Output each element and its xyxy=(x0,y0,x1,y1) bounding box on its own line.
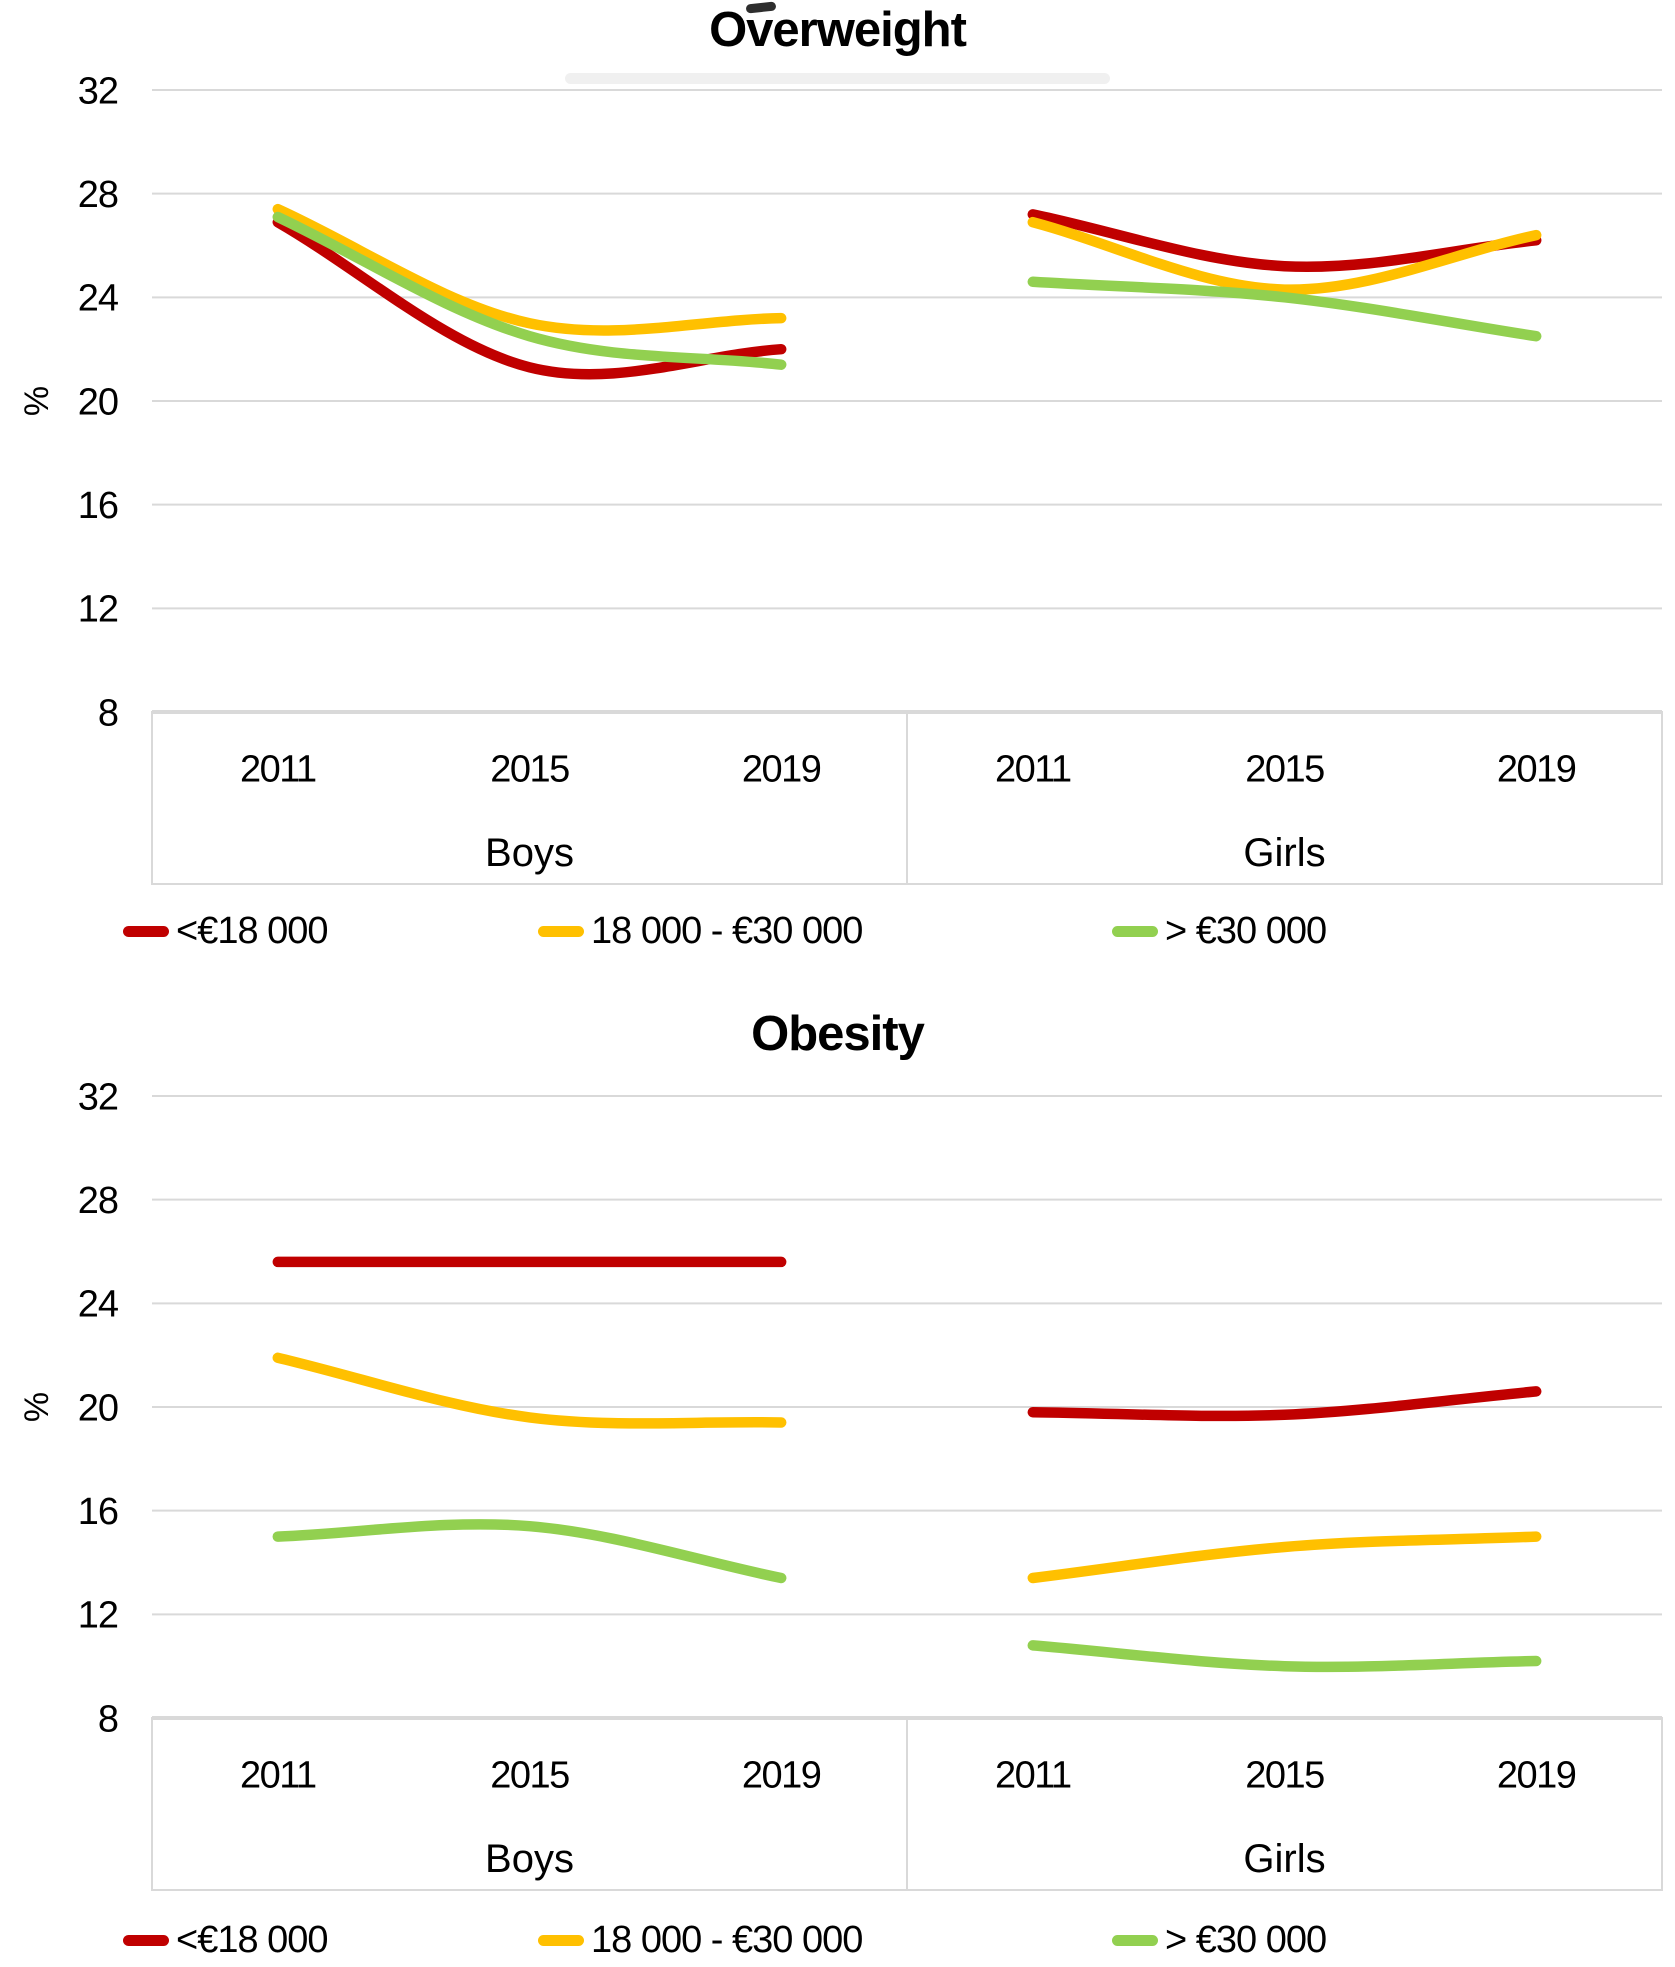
x-tick-label: 2015 xyxy=(490,1754,569,1796)
x-tick-label: 2015 xyxy=(490,748,569,790)
x-tick-label: 2019 xyxy=(1497,748,1576,790)
y-tick-label: 20 xyxy=(78,1387,118,1429)
panel-label-boys: Boys xyxy=(485,831,574,875)
series-line-obesity-boys-18-000-30-000 xyxy=(272,1352,787,1429)
series-line-obesity-boys-30-000 xyxy=(272,1519,787,1584)
y-tick-label: 24 xyxy=(78,1284,119,1326)
series-line-obesity-girls-18-000 xyxy=(1027,1386,1542,1422)
series-line-overweight-girls-18-000-30-000 xyxy=(1027,216,1542,295)
panel-label-girls: Girls xyxy=(1243,1837,1325,1881)
y-tick-label: 32 xyxy=(78,70,118,112)
x-tick-label: 2011 xyxy=(240,748,316,790)
legend-label: 18 000 - €30 000 xyxy=(591,910,863,952)
legend-swatch-yellow xyxy=(538,1935,584,1946)
x-tick-label: 2019 xyxy=(742,1754,821,1796)
chart-overweight: 32 28 24 20 16 12 8% 2011 2015 2019 Boys 2011 2015 20… xyxy=(18,70,1663,885)
x-tick-label: 2015 xyxy=(1245,748,1324,790)
legend-item-gt-30000: > €30 000 xyxy=(1112,910,1327,953)
x-tick-label: 2011 xyxy=(995,748,1071,790)
y-tick-label: 12 xyxy=(78,589,118,631)
x-tick-label: 2019 xyxy=(1497,1754,1576,1796)
series-line-obesity-girls-18-000-30-000 xyxy=(1027,1531,1542,1584)
legend-label: <€18 000 xyxy=(176,910,329,952)
y-axis-label: % xyxy=(18,1392,56,1422)
y-tick-label: 16 xyxy=(78,485,118,527)
legend-obesity: <€18 000 18 000 - €30 000 > €30 000 xyxy=(0,1919,1675,1965)
series-line-obesity-girls-30-000 xyxy=(1027,1640,1542,1673)
y-tick-label: 28 xyxy=(78,1180,118,1222)
y-tick-label: 32 xyxy=(78,1076,118,1118)
chart-title-obesity: Obesity xyxy=(751,1007,925,1061)
legend-swatch-red xyxy=(123,926,169,937)
series-line-overweight-girls-30-000 xyxy=(1027,276,1542,342)
legend-item-18000-30000: 18 000 - €30 000 xyxy=(538,1919,863,1962)
legend-overweight: <€18 000 18 000 - €30 000 > €30 000 xyxy=(0,910,1675,956)
panel-label-girls: Girls xyxy=(1243,831,1325,875)
legend-item-gt-30000: > €30 000 xyxy=(1112,1919,1327,1962)
y-tick-label: 20 xyxy=(78,381,118,423)
ghost-text-artifact xyxy=(565,73,1110,84)
legend-label: <€18 000 xyxy=(176,1919,329,1961)
x-tick-label: 2015 xyxy=(1245,1754,1324,1796)
panel-label-boys: Boys xyxy=(485,1837,574,1881)
y-tick-label: 8 xyxy=(98,1698,118,1740)
chart-obesity: 32 28 24 20 16 12 8% 2011 2015 2019 Boys 2011 2015 20… xyxy=(18,1076,1663,1891)
legend-swatch-green xyxy=(1112,1935,1158,1946)
legend-label: > €30 000 xyxy=(1165,910,1327,952)
legend-swatch-yellow xyxy=(538,926,584,937)
legend-swatch-green xyxy=(1112,926,1158,937)
chart-title-overweight: Overweight xyxy=(709,3,967,57)
y-tick-label: 24 xyxy=(78,278,119,320)
y-axis-label: % xyxy=(18,386,56,416)
x-tick-label: 2019 xyxy=(742,748,821,790)
legend-label: > €30 000 xyxy=(1165,1919,1327,1961)
legend-item-lt-18000: <€18 000 xyxy=(123,1919,329,1962)
legend-swatch-red xyxy=(123,1935,169,1946)
legend-item-lt-18000: <€18 000 xyxy=(123,910,329,953)
y-tick-label: 12 xyxy=(78,1595,118,1637)
y-tick-label: 16 xyxy=(78,1491,118,1533)
series-line-overweight-girls-18-000 xyxy=(1027,209,1542,272)
series-line-overweight-boys-30-000 xyxy=(272,211,787,370)
series-line-overweight-boys-18-000-30-000 xyxy=(272,203,787,336)
y-tick-label: 8 xyxy=(98,692,118,734)
legend-label: 18 000 - €30 000 xyxy=(591,1919,863,1961)
x-tick-label: 2011 xyxy=(995,1754,1071,1796)
y-tick-label: 28 xyxy=(78,174,118,216)
x-tick-label: 2011 xyxy=(240,1754,316,1796)
legend-item-18000-30000: 18 000 - €30 000 xyxy=(538,910,863,953)
